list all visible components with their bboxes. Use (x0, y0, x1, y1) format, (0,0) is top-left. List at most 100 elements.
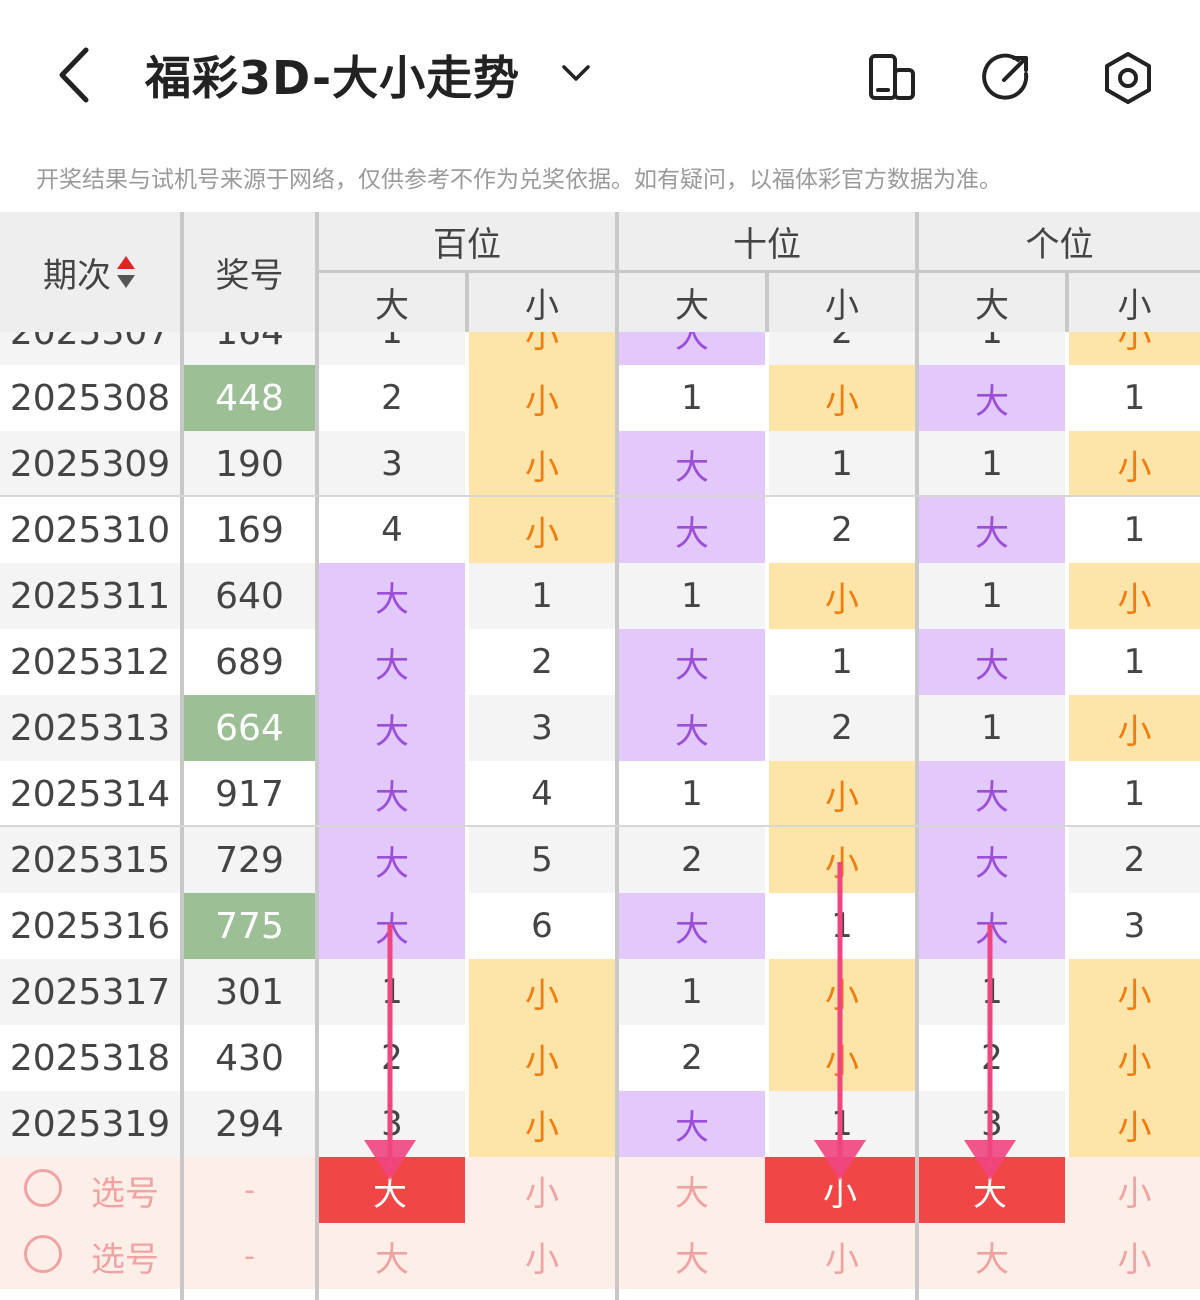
select-cell[interactable]: 大 (675, 1239, 709, 1280)
period-cell: 2025312 (0, 629, 180, 695)
period-header-label: 期次 (43, 255, 111, 296)
disclaimer-notice: 开奖结果与试机号来源于网络，仅供参考不作为兑奖依据。如有疑问，以福体彩官方数据为… (36, 167, 1002, 193)
period-cell: 2025307 (0, 332, 180, 365)
trend-cell: 2 (469, 629, 615, 695)
period-cell: 2025315 (0, 827, 180, 893)
trend-cell: 小 (1069, 332, 1200, 365)
select-cell[interactable]: 大 (975, 1239, 1009, 1280)
trend-cell: 大 (319, 761, 465, 827)
select-number: - (244, 1172, 255, 1208)
trend-cell: 1 (1069, 365, 1200, 431)
trend-cell: 小 (769, 827, 915, 893)
trend-cell: 大 (919, 365, 1065, 431)
trend-cell: 1 (619, 959, 765, 1025)
trend-cell: 1 (319, 959, 465, 1025)
select-number: - (244, 1238, 255, 1274)
header-divider (315, 270, 1200, 273)
page-title[interactable]: 福彩3D-大小走势 (145, 51, 521, 105)
trend-cell: 1 (919, 695, 1065, 761)
period-cell: 2025309 (0, 431, 180, 497)
number-cell: 689 (184, 629, 315, 695)
select-cell[interactable]: 小 (525, 1173, 559, 1214)
sub-header-cell: 大 (619, 273, 765, 332)
trend-cell: 1 (919, 431, 1065, 497)
trend-cell: 大 (319, 629, 465, 695)
trend-cell: 1 (619, 563, 765, 629)
trend-cell: 大 (619, 431, 765, 497)
select-cell[interactable]: 小 (765, 1157, 915, 1223)
sub-header-cell: 小 (1069, 273, 1200, 332)
trend-cell: 5 (469, 827, 615, 893)
number-cell: 190 (184, 431, 315, 497)
select-cell[interactable]: 小 (825, 1239, 859, 1280)
trend-cell: 小 (469, 959, 615, 1025)
trend-cell: 大 (919, 629, 1065, 695)
trend-cell: 1 (769, 431, 915, 497)
trend-cell: 2 (769, 332, 915, 365)
number-cell: 301 (184, 959, 315, 1025)
select-cell[interactable]: 大 (675, 1173, 709, 1214)
sort-icon[interactable] (115, 252, 137, 292)
trend-cell: 1 (619, 761, 765, 827)
sub-header-cell: 小 (469, 273, 615, 332)
number-cell: 775 (184, 893, 315, 959)
select-cell[interactable]: 小 (1117, 1239, 1152, 1280)
trend-cell: 大 (619, 695, 765, 761)
column-header-period[interactable]: 期次 (0, 212, 180, 332)
select-cell[interactable]: 小 (1117, 1173, 1152, 1214)
trend-cell: 小 (469, 1025, 615, 1091)
grid-divider (615, 212, 619, 1300)
back-icon[interactable] (50, 40, 100, 110)
select-label[interactable]: 选号 (91, 1173, 159, 1214)
period-cell: 2025319 (0, 1091, 180, 1157)
chevron-down-icon[interactable] (558, 58, 594, 88)
trend-cell: 2 (1069, 827, 1200, 893)
trend-cell: 1 (469, 563, 615, 629)
number-cell: 729 (184, 827, 315, 893)
select-cell[interactable]: 大 (315, 1157, 465, 1223)
select-radio-icon[interactable] (24, 1169, 62, 1207)
period-cell: 2025310 (0, 497, 180, 563)
trend-cell: 大 (319, 893, 465, 959)
trend-cell: 大 (619, 497, 765, 563)
trend-cell: 大 (619, 1091, 765, 1157)
trend-cell: 大 (919, 893, 1065, 959)
select-cell[interactable]: 大 (375, 1239, 409, 1280)
number-cell: 164 (184, 332, 315, 365)
settings-icon[interactable] (1098, 48, 1158, 108)
trend-cell: 小 (469, 365, 615, 431)
trend-cell: 小 (469, 1091, 615, 1157)
trend-cell: 2 (619, 1025, 765, 1091)
trend-cell: 1 (769, 893, 915, 959)
phone-layout-icon[interactable] (862, 48, 922, 108)
group-header-1: 十位 (619, 212, 915, 270)
trend-cell: 2 (319, 1025, 465, 1091)
select-radio-icon[interactable] (24, 1235, 62, 1273)
trend-cell: 小 (769, 959, 915, 1025)
trend-cell: 3 (919, 1091, 1065, 1157)
share-icon[interactable] (976, 48, 1036, 108)
trend-cell: 小 (1069, 695, 1200, 761)
trend-cell: 6 (469, 893, 615, 959)
trend-cell: 4 (469, 761, 615, 827)
trend-cell: 小 (769, 1025, 915, 1091)
trend-cell: 大 (319, 563, 465, 629)
trend-cell: 4 (319, 497, 465, 563)
trend-cell: 小 (469, 497, 615, 563)
select-cell[interactable]: 大 (915, 1157, 1065, 1223)
trend-cell: 1 (769, 629, 915, 695)
select-cell[interactable]: 小 (525, 1239, 559, 1280)
number-cell: 430 (184, 1025, 315, 1091)
grid-divider (465, 270, 469, 332)
trend-cell: 小 (1069, 431, 1200, 497)
select-row (0, 1223, 1200, 1289)
trend-cell: 2 (919, 1025, 1065, 1091)
trend-cell: 1 (1069, 629, 1200, 695)
period-cell: 2025318 (0, 1025, 180, 1091)
trend-cell: 1 (1069, 761, 1200, 827)
trend-cell: 大 (319, 695, 465, 761)
trend-cell: 1 (919, 959, 1065, 1025)
trend-cell: 小 (469, 431, 615, 497)
trend-cell: 1 (1069, 497, 1200, 563)
select-label[interactable]: 选号 (91, 1239, 159, 1280)
